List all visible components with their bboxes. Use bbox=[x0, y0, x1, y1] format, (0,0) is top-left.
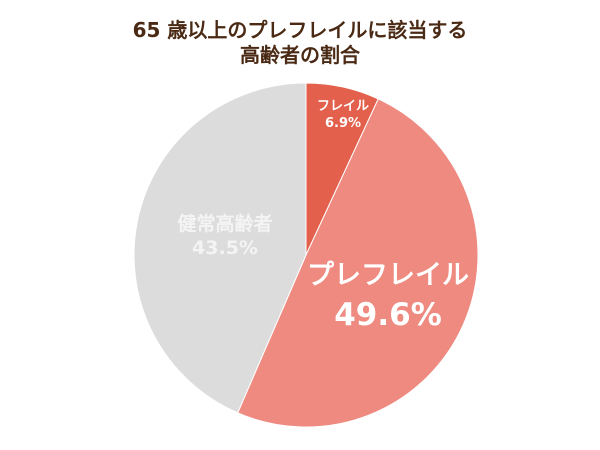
frail-name: フレイル bbox=[316, 99, 369, 114]
slice-prefrail bbox=[237, 98, 479, 428]
healthy-percent: 43.5% bbox=[192, 237, 258, 259]
slice-label-healthy: 健常高齢者 43.5% bbox=[150, 212, 300, 260]
slice-label-prefrail: プレフレイル 49.6% bbox=[298, 258, 478, 336]
slice-healthy bbox=[133, 82, 307, 414]
prefrail-name: プレフレイル bbox=[307, 260, 469, 291]
chart-title-line-1: 65 歳以上のプレフレイルに該当する bbox=[132, 18, 468, 42]
frail-percent: 6.9% bbox=[324, 116, 362, 131]
slice-label-frail: フレイル 6.9% bbox=[300, 98, 386, 132]
chart-title-line-2: 高齢者の割合 bbox=[240, 43, 360, 67]
prefrail-percent: 49.6% bbox=[334, 297, 442, 333]
chart-title: 65 歳以上のプレフレイルに該当する 高齢者の割合 bbox=[0, 18, 600, 68]
healthy-name: 健常高齢者 bbox=[177, 213, 273, 235]
pie-slices bbox=[133, 82, 479, 428]
